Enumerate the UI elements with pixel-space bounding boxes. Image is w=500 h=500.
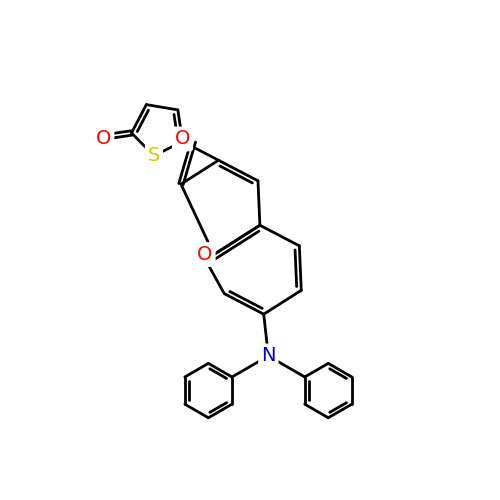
Text: O: O bbox=[175, 130, 190, 148]
Text: S: S bbox=[148, 146, 160, 166]
Text: N: N bbox=[261, 346, 276, 366]
Text: O: O bbox=[96, 129, 112, 148]
Text: O: O bbox=[198, 245, 212, 264]
